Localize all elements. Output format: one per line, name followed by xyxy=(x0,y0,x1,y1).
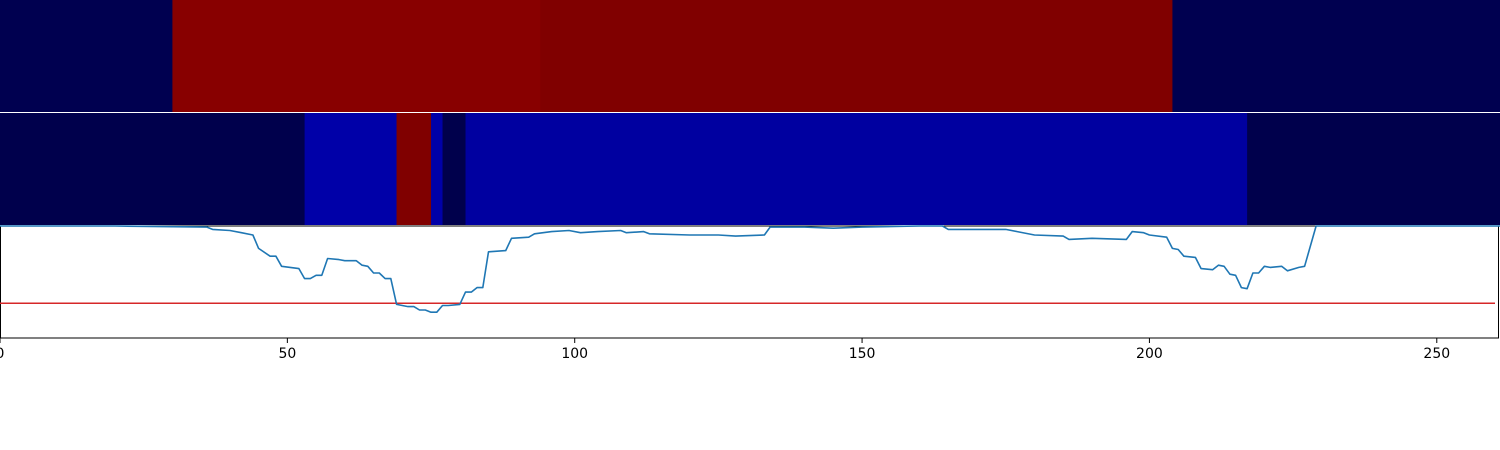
heatmap-top xyxy=(0,0,1500,112)
x-tick-label: 150 xyxy=(849,346,876,362)
x-tick-label: 0 xyxy=(0,346,4,362)
heatmap-cell xyxy=(540,0,1173,112)
heatmap-middle xyxy=(0,113,1500,225)
x-tick-label: 50 xyxy=(278,346,296,362)
x-axis: 0 50 100 150 200 250 xyxy=(0,338,1450,362)
heatmap-cell xyxy=(465,113,1248,225)
x-tick-label: 200 xyxy=(1136,346,1163,362)
series-line xyxy=(0,225,1500,313)
heatmap-cell xyxy=(0,113,306,225)
heatmap-cell xyxy=(431,113,444,225)
line-panel xyxy=(0,225,1500,339)
heatmap-cell xyxy=(1172,0,1500,112)
heatmap-cell xyxy=(304,113,398,225)
x-tick-label: 100 xyxy=(561,346,588,362)
heatmap-cell xyxy=(442,113,467,225)
heatmap-cell xyxy=(172,0,541,112)
heatmap-cell xyxy=(0,0,173,112)
x-tick-label: 250 xyxy=(1423,346,1450,362)
axes-frame xyxy=(0,225,1499,339)
heatmap-cell xyxy=(1247,113,1500,225)
heatmap-cell xyxy=(396,113,432,225)
